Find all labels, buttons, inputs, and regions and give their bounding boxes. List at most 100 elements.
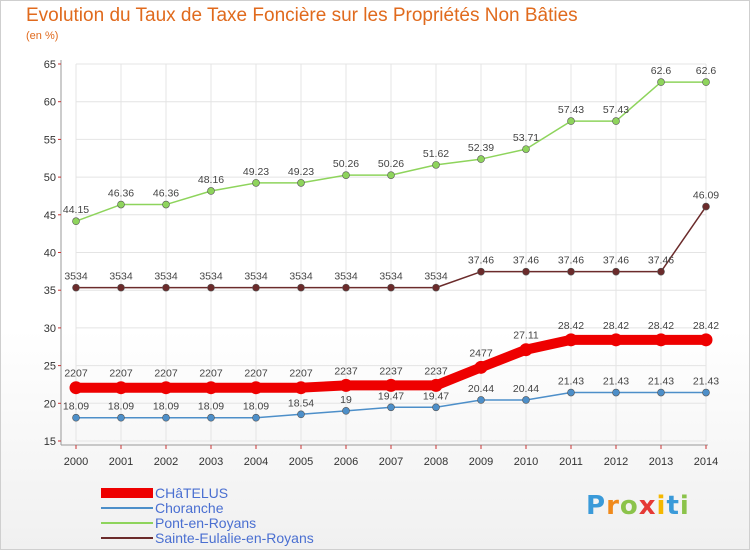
data-point bbox=[207, 187, 215, 195]
data-point bbox=[117, 200, 125, 209]
data-point bbox=[432, 283, 440, 292]
data-label: 52.39 bbox=[468, 142, 494, 154]
data-label: 37.46 bbox=[513, 255, 539, 267]
y-tick-label: 60 bbox=[44, 97, 56, 109]
series-1: 18.09 18.09 18.09 18.09 18.09 18.54 19 19.47 19.… bbox=[63, 376, 719, 422]
data-label: 46.09 bbox=[693, 190, 719, 202]
data-label: 2207 bbox=[289, 368, 313, 380]
data-label: 2237 bbox=[334, 365, 358, 377]
data-label: 50.26 bbox=[333, 158, 359, 170]
data-point bbox=[702, 388, 710, 397]
data-label: 62.6 bbox=[696, 65, 717, 77]
data-point bbox=[702, 78, 710, 86]
data-label: 2207 bbox=[154, 368, 178, 380]
data-point bbox=[609, 333, 623, 347]
legend-swatch bbox=[101, 536, 153, 539]
y-tick-label: 45 bbox=[44, 210, 56, 222]
data-point bbox=[564, 333, 578, 347]
data-point bbox=[387, 171, 395, 179]
data-point bbox=[294, 381, 308, 395]
x-tick-label: 2005 bbox=[289, 456, 313, 468]
data-label: 18.54 bbox=[288, 397, 314, 409]
data-point bbox=[477, 396, 485, 404]
legend-item: Choranche bbox=[101, 499, 314, 516]
y-tick-label: 15 bbox=[44, 436, 56, 448]
data-label: 37.46 bbox=[468, 255, 494, 267]
legend-swatch bbox=[101, 487, 153, 498]
data-point bbox=[162, 200, 170, 209]
data-label: 20.44 bbox=[513, 383, 539, 395]
data-label: 62.6 bbox=[651, 65, 672, 77]
data-point bbox=[432, 403, 440, 412]
data-label: 18.09 bbox=[153, 401, 179, 413]
unit-label: (en %) bbox=[26, 30, 59, 42]
logo-letter: P bbox=[586, 491, 607, 521]
legend-swatch bbox=[101, 506, 153, 509]
x-tick-label: 2007 bbox=[379, 456, 403, 468]
data-point bbox=[297, 283, 305, 292]
data-point bbox=[657, 267, 665, 276]
data-label: 21.43 bbox=[648, 376, 674, 388]
data-label: 28.42 bbox=[603, 320, 629, 332]
data-label: 18.09 bbox=[198, 401, 224, 413]
data-point bbox=[117, 413, 125, 422]
data-point bbox=[117, 283, 125, 292]
data-label: 18.09 bbox=[108, 401, 134, 413]
legend-item: Sainte-Eulalie-en-Royans bbox=[101, 530, 314, 546]
data-point bbox=[522, 396, 530, 404]
data-point bbox=[654, 333, 668, 347]
data-point bbox=[477, 267, 485, 276]
data-label: 3534 bbox=[154, 271, 178, 283]
y-tick-label: 30 bbox=[44, 323, 56, 335]
data-label: 21.43 bbox=[603, 376, 629, 388]
data-label: 19.47 bbox=[423, 390, 449, 402]
data-point bbox=[342, 171, 350, 179]
data-point bbox=[69, 381, 83, 395]
data-label: 44.15 bbox=[63, 204, 89, 216]
data-point bbox=[204, 381, 218, 395]
data-label: 37.46 bbox=[603, 255, 629, 267]
chart-title: Evolution du Taux de Taxe Foncière sur l… bbox=[26, 5, 578, 26]
data-point bbox=[72, 217, 80, 226]
data-label: 3534 bbox=[64, 271, 88, 283]
data-point bbox=[114, 381, 128, 395]
x-tick-label: 2003 bbox=[199, 456, 223, 468]
data-point bbox=[657, 78, 665, 86]
data-point bbox=[342, 283, 350, 292]
data-label: 49.23 bbox=[243, 166, 269, 178]
data-point bbox=[567, 388, 575, 397]
data-point bbox=[162, 283, 170, 292]
data-label: 49.23 bbox=[288, 166, 314, 178]
data-point bbox=[432, 161, 440, 169]
data-label: 3534 bbox=[199, 271, 223, 283]
data-label: 50.26 bbox=[378, 158, 404, 170]
data-point bbox=[252, 179, 260, 187]
data-label: 3534 bbox=[379, 271, 403, 283]
legend-label: Pont-en-Royans bbox=[155, 514, 257, 531]
data-point bbox=[249, 381, 263, 395]
data-point bbox=[702, 202, 710, 211]
data-point bbox=[387, 403, 395, 412]
data-label: 28.42 bbox=[693, 320, 719, 332]
data-label: 3534 bbox=[289, 271, 313, 283]
logo-letter: i bbox=[656, 491, 667, 521]
legend-label: Choranche bbox=[155, 499, 224, 516]
data-label: 37.46 bbox=[558, 255, 584, 267]
data-label: 3534 bbox=[424, 271, 448, 283]
x-tick-label: 2002 bbox=[154, 456, 178, 468]
data-label: 46.36 bbox=[108, 188, 134, 200]
data-label: 2207 bbox=[109, 368, 133, 380]
logo-letter: t bbox=[666, 491, 680, 521]
x-tick-label: 2001 bbox=[109, 456, 133, 468]
data-label: 2207 bbox=[244, 368, 268, 380]
x-tick-label: 2009 bbox=[469, 456, 493, 468]
data-label: 57.43 bbox=[558, 104, 584, 116]
data-label: 2207 bbox=[199, 368, 223, 380]
x-tick-label: 2013 bbox=[649, 456, 673, 468]
data-label: 27.11 bbox=[513, 330, 539, 342]
proxiti-logo: Proxiti bbox=[586, 491, 690, 521]
legend-item: CHâTELUS bbox=[101, 485, 314, 501]
data-label: 2477 bbox=[469, 347, 493, 359]
data-point bbox=[429, 378, 443, 392]
data-point bbox=[297, 410, 305, 419]
